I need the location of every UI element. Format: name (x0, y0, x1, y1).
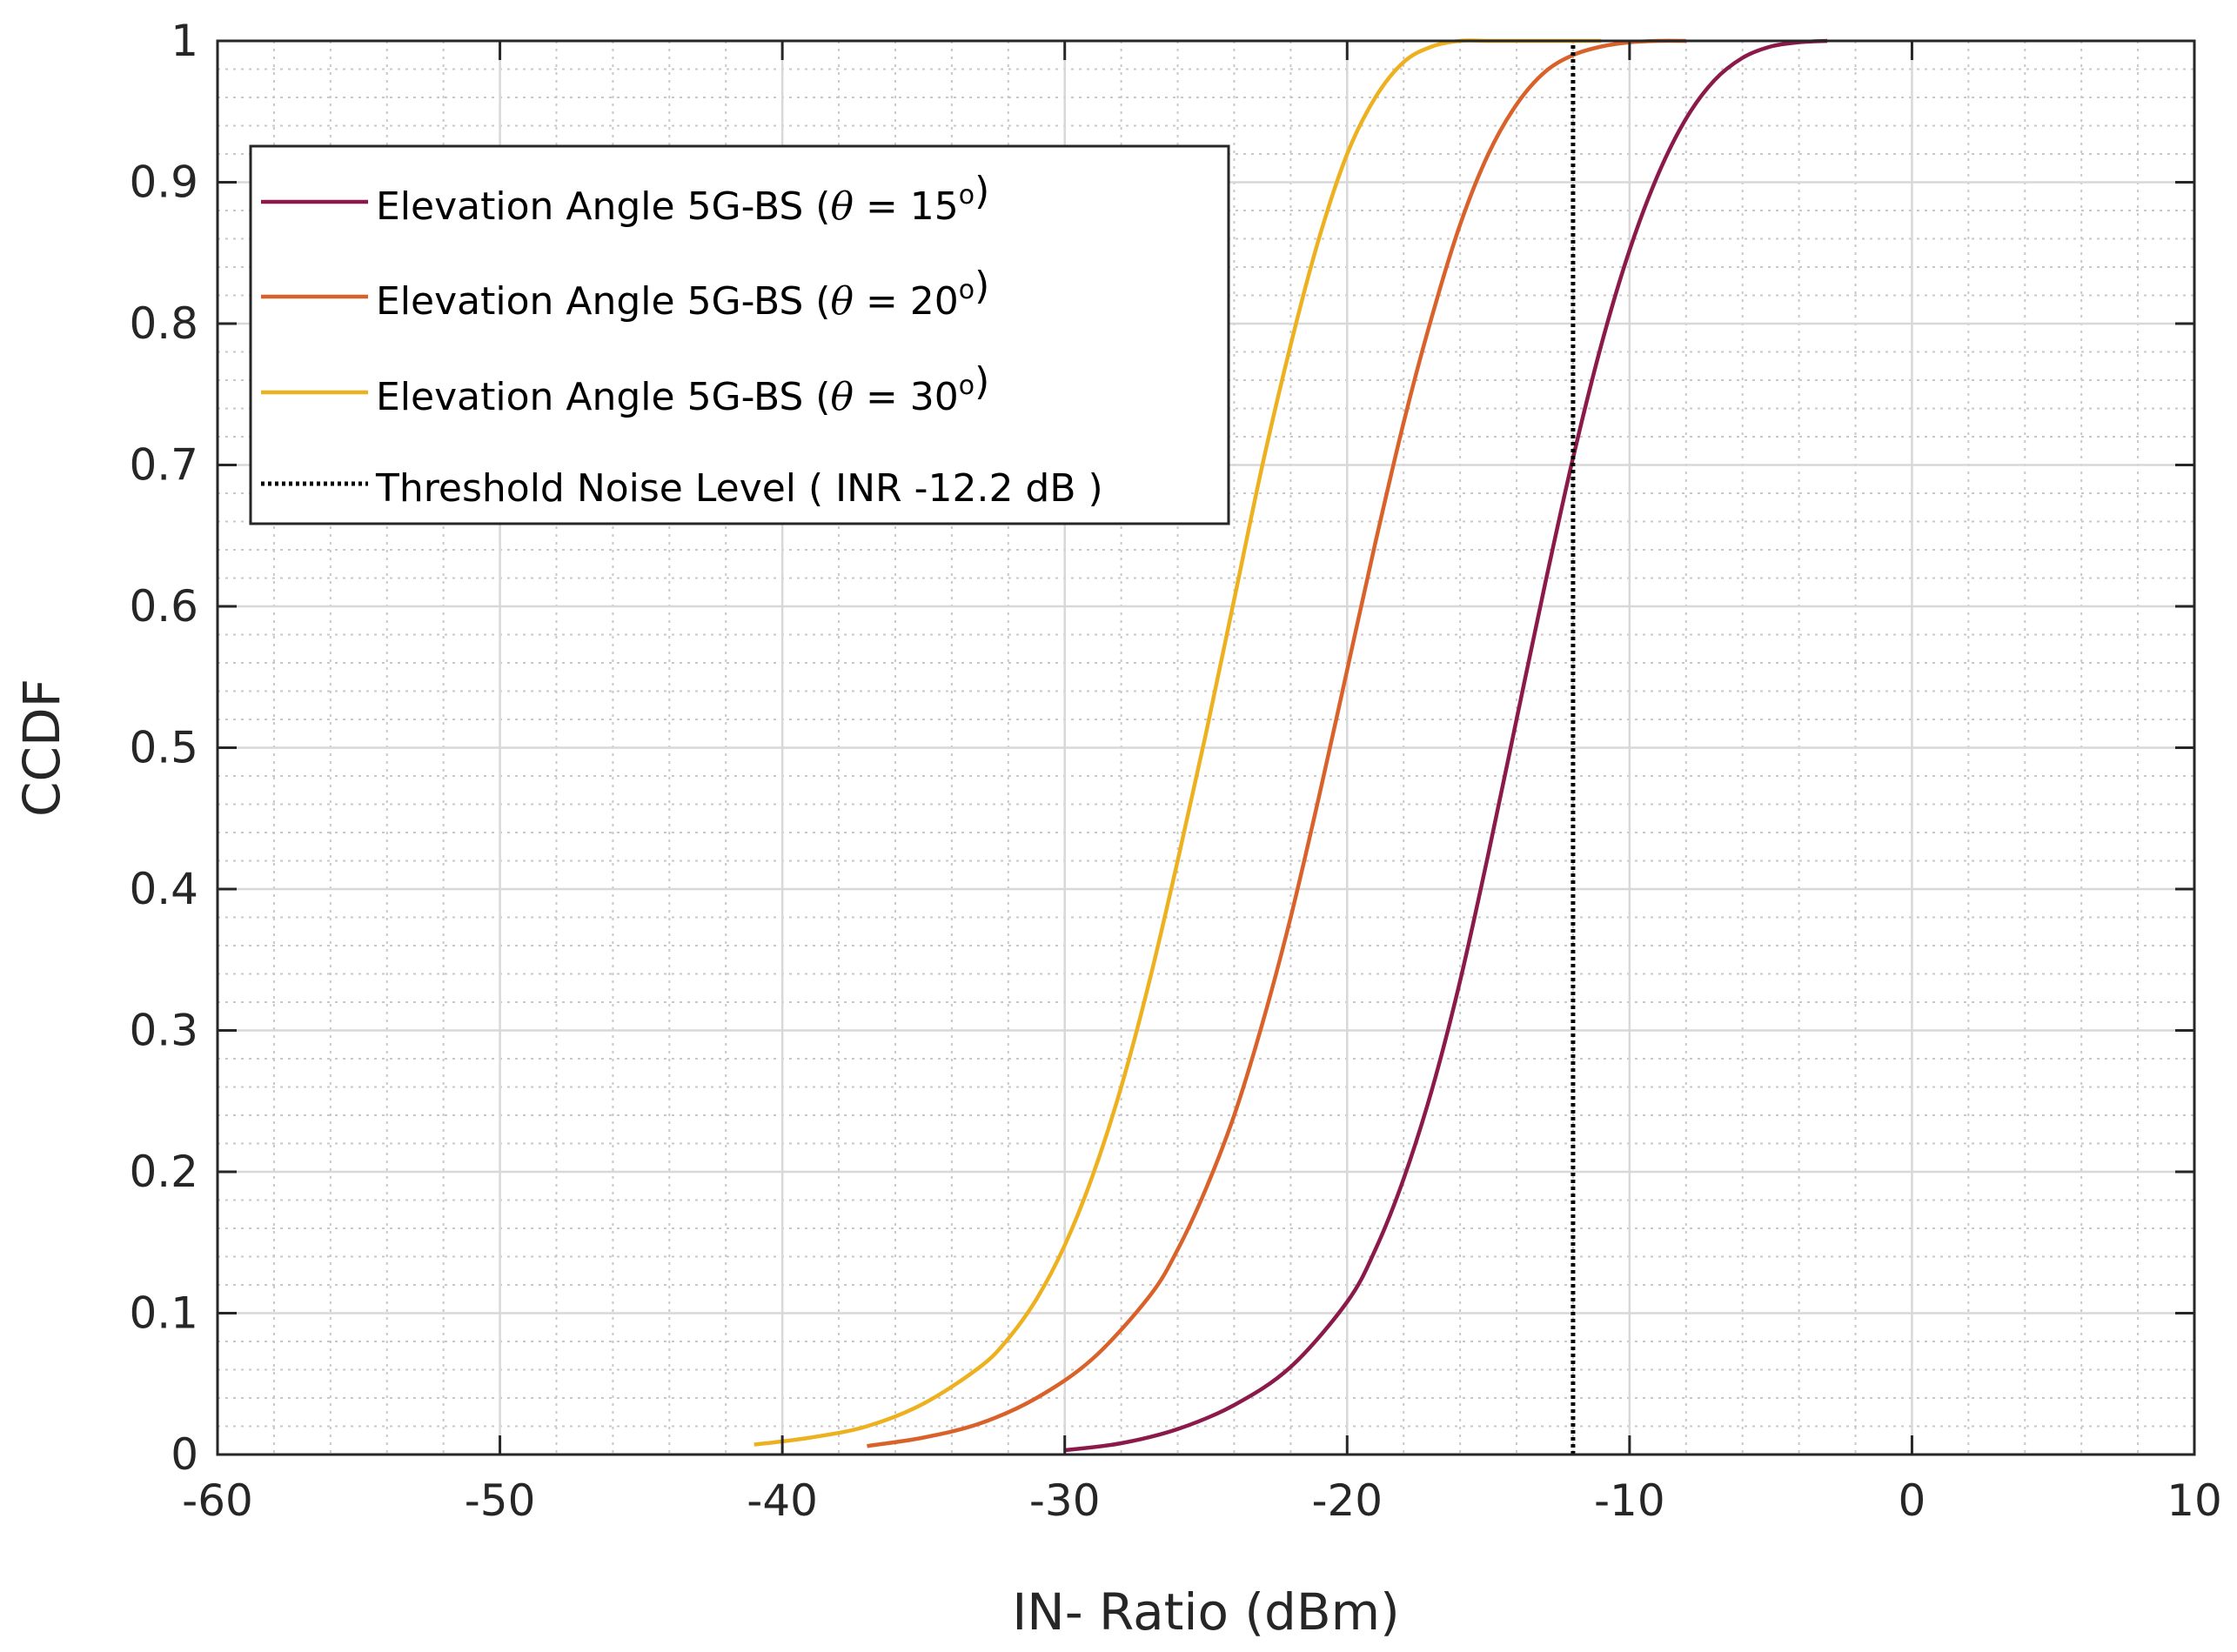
legend-label-part: ) (975, 264, 989, 308)
series-line-1 (1064, 38, 1828, 1453)
legend-box (249, 144, 1230, 525)
x-tick-label: 10 (2167, 1475, 2222, 1526)
legend: Elevation Angle 5G-BS (θ = 15o)Elevation… (249, 144, 1230, 525)
legend-label-3: Elevation Angle 5G-BS (θ = 30o) (376, 359, 989, 419)
x-tick-label: -60 (182, 1475, 253, 1526)
legend-label-part: ) (975, 359, 989, 404)
x-tick-label: -50 (465, 1475, 536, 1526)
y-tick-label: 0.2 (129, 1147, 198, 1197)
x-tick-label: -30 (1029, 1475, 1101, 1526)
y-tick-label: 0.1 (129, 1288, 198, 1339)
legend-label-part: Elevation Angle 5G-BS ( (376, 184, 830, 229)
legend-label-part: Elevation Angle 5G-BS ( (376, 375, 830, 419)
y-axis-title: CCDF (12, 679, 71, 817)
axes-frame (216, 39, 2196, 1456)
legend-label-part: = 30 (854, 375, 959, 419)
y-tick-labels: 0 0.1 0.2 0.3 0.4 0.5 0.6 0.7 0.8 0.9 1 (129, 16, 198, 1480)
legend-label-part: θ (830, 279, 854, 324)
legend-label-part: o (959, 180, 975, 211)
legend-label-2: Elevation Angle 5G-BS (θ = 20o) (376, 264, 989, 324)
y-tick-label: 0.7 (129, 440, 198, 491)
legend-label-part: Elevation Angle 5G-BS ( (376, 279, 830, 324)
legend-label-part: = 15 (854, 184, 959, 229)
legend-label-part: ) (975, 169, 989, 213)
legend-label-part: θ (830, 184, 854, 229)
x-tick-label: -40 (747, 1475, 818, 1526)
legend-label-1: Elevation Angle 5G-BS (θ = 15o) (376, 169, 989, 229)
x-tick-label: -10 (1594, 1475, 1665, 1526)
x-tick-label: 0 (1899, 1475, 1926, 1526)
y-tick-label: 1 (171, 16, 198, 66)
x-axis-title: IN- Ratio (dBm) (1012, 1582, 1400, 1642)
y-tick-label: 0.3 (129, 1006, 198, 1056)
legend-label-part: o (959, 371, 975, 401)
x-tick-label: -20 (1311, 1475, 1383, 1526)
legend-label-part: Threshold Noise Level ( INR -12.2 dB ) (375, 466, 1103, 511)
y-tick-label: 0.5 (129, 723, 198, 773)
y-tick-label: 0.6 (129, 581, 198, 632)
legend-label-part: θ (830, 375, 854, 419)
x-tick-labels: -60 -50 -40 -30 -20 -10 0 10 (182, 1475, 2222, 1526)
y-tick-label: 0.8 (129, 298, 198, 349)
legend-label-part: = 20 (854, 279, 959, 324)
legend-label-4: Threshold Noise Level ( INR -12.2 dB ) (375, 466, 1103, 511)
series-line-2 (867, 38, 1686, 1448)
y-tick-label: 0 (171, 1429, 198, 1480)
y-tick-label: 0.4 (129, 864, 198, 914)
legend-label-part: o (959, 275, 975, 305)
y-tick-label: 0.9 (129, 157, 198, 208)
